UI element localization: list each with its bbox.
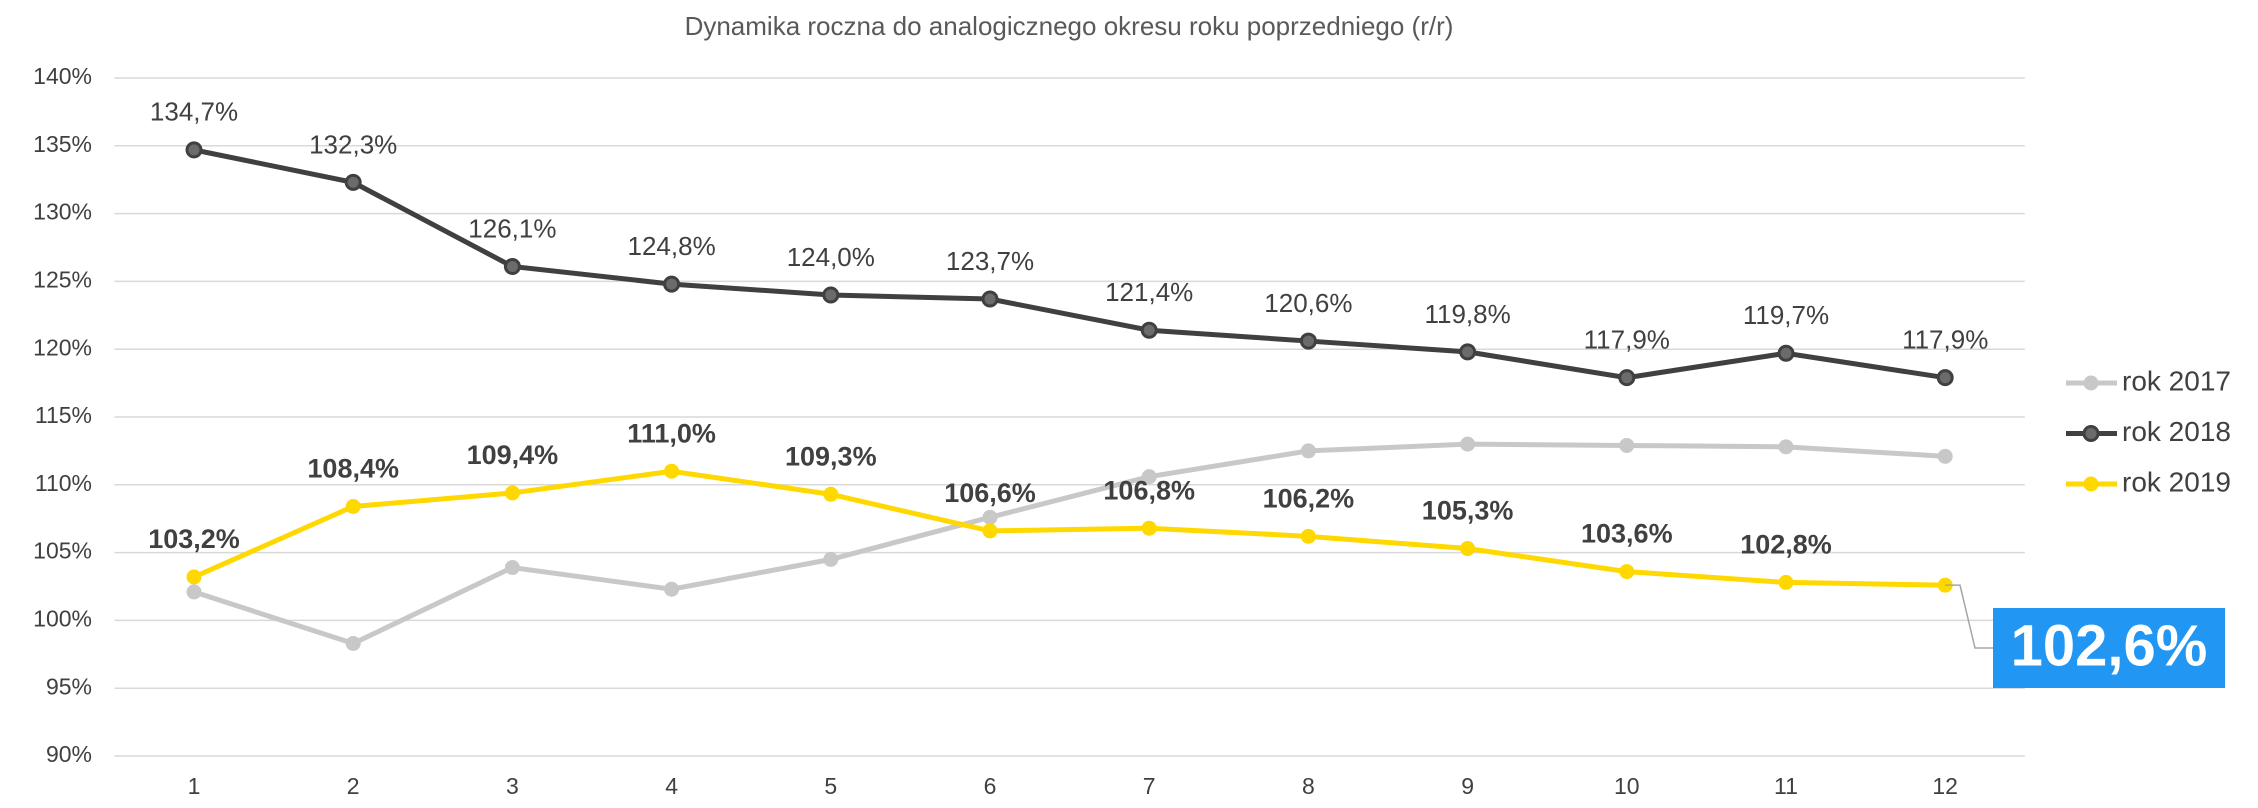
data-label: 103,6% — [1581, 519, 1673, 549]
marker — [1459, 343, 1477, 361]
marker — [1937, 448, 1953, 464]
y-tick-label: 115% — [35, 402, 92, 428]
data-label: 120,6% — [1264, 288, 1352, 318]
marker — [822, 286, 840, 304]
data-label: 106,8% — [1103, 475, 1195, 505]
data-label: 102,8% — [1740, 530, 1832, 560]
data-label: 106,6% — [944, 478, 1036, 508]
series-line — [193, 441, 1946, 647]
marker — [344, 173, 362, 191]
marker — [982, 523, 998, 539]
y-tick-label: 130% — [33, 199, 92, 225]
data-label: 124,0% — [787, 242, 875, 272]
marker — [504, 485, 520, 501]
y-tick-label: 100% — [33, 605, 92, 631]
callout-box — [1993, 608, 2225, 688]
x-tick-label: 8 — [1302, 773, 1315, 799]
y-tick-label: 95% — [46, 673, 92, 699]
x-tick-label: 10 — [1614, 773, 1640, 799]
data-label: 117,9% — [1902, 325, 1988, 355]
marker — [664, 581, 680, 597]
callout-label: 102,6% — [2011, 613, 2208, 678]
x-tick-label: 4 — [665, 773, 678, 799]
y-tick-label: 90% — [46, 741, 92, 767]
marker — [1141, 520, 1157, 536]
y-tick-label: 120% — [33, 334, 92, 360]
x-tick-label: 3 — [506, 773, 519, 799]
x-tick-label: 6 — [984, 773, 997, 799]
y-tick-label: 140% — [33, 63, 92, 89]
x-tick-label: 11 — [1774, 773, 1798, 799]
marker — [1300, 528, 1316, 544]
marker — [823, 486, 839, 502]
marker — [981, 290, 999, 308]
y-tick-label: 135% — [33, 131, 92, 157]
marker — [345, 498, 361, 514]
data-label: 121,4% — [1105, 277, 1193, 307]
marker — [1299, 332, 1317, 350]
data-label: 103,2% — [148, 524, 240, 554]
data-label: 105,3% — [1422, 496, 1514, 526]
marker — [664, 463, 680, 479]
marker — [1618, 369, 1636, 387]
y-tick-label: 110% — [35, 470, 92, 496]
legend-label: rok 2017 — [2122, 365, 2231, 396]
x-tick-label: 2 — [347, 773, 360, 799]
marker — [1778, 574, 1794, 590]
data-label: 123,7% — [946, 246, 1034, 276]
legend-marker — [2083, 375, 2099, 391]
legend-label: rok 2019 — [2122, 466, 2231, 497]
marker — [1140, 321, 1158, 339]
marker — [1778, 439, 1794, 455]
x-tick-label: 1 — [188, 773, 201, 799]
marker — [982, 509, 998, 525]
marker — [1460, 436, 1476, 452]
marker — [1619, 564, 1635, 580]
data-label: 111,0% — [627, 418, 716, 448]
series-line — [192, 468, 1946, 588]
data-label: 119,7% — [1743, 300, 1829, 330]
legend-marker — [2083, 476, 2099, 492]
data-label: 109,4% — [467, 440, 559, 470]
data-label: 109,3% — [785, 441, 877, 471]
data-label: 134,7% — [150, 97, 238, 127]
series-line — [193, 147, 1946, 381]
y-tick-label: 125% — [33, 266, 92, 292]
marker — [504, 560, 520, 576]
data-label: 108,4% — [307, 454, 399, 484]
marker — [345, 635, 361, 651]
legend-marker — [2082, 425, 2100, 442]
marker — [1619, 437, 1635, 453]
data-label: 124,8% — [628, 231, 716, 261]
marker — [186, 584, 202, 600]
data-label: 117,9% — [1584, 325, 1670, 355]
data-label: 106,2% — [1263, 483, 1355, 513]
marker — [1936, 369, 1954, 387]
data-label: 132,3% — [309, 129, 397, 159]
marker — [823, 551, 839, 567]
x-tick-label: 7 — [1143, 773, 1156, 799]
legend-label: rok 2018 — [2122, 416, 2231, 447]
marker — [663, 275, 681, 293]
x-tick-label: 5 — [824, 773, 837, 799]
data-label: 126,1% — [468, 213, 556, 243]
marker — [185, 141, 203, 159]
marker — [1777, 344, 1795, 362]
x-tick-label: 9 — [1461, 773, 1474, 799]
marker — [1141, 469, 1157, 485]
callout-leader — [1945, 584, 1993, 649]
marker — [1460, 541, 1476, 557]
x-tick-label: 12 — [1932, 773, 1958, 799]
marker — [1300, 443, 1316, 459]
marker — [186, 569, 202, 585]
marker — [503, 257, 521, 275]
y-tick-label: 105% — [33, 538, 92, 564]
chart-title: Dynamika roczna do analogicznego okresu … — [685, 11, 1454, 41]
data-label: 119,8% — [1424, 299, 1510, 329]
